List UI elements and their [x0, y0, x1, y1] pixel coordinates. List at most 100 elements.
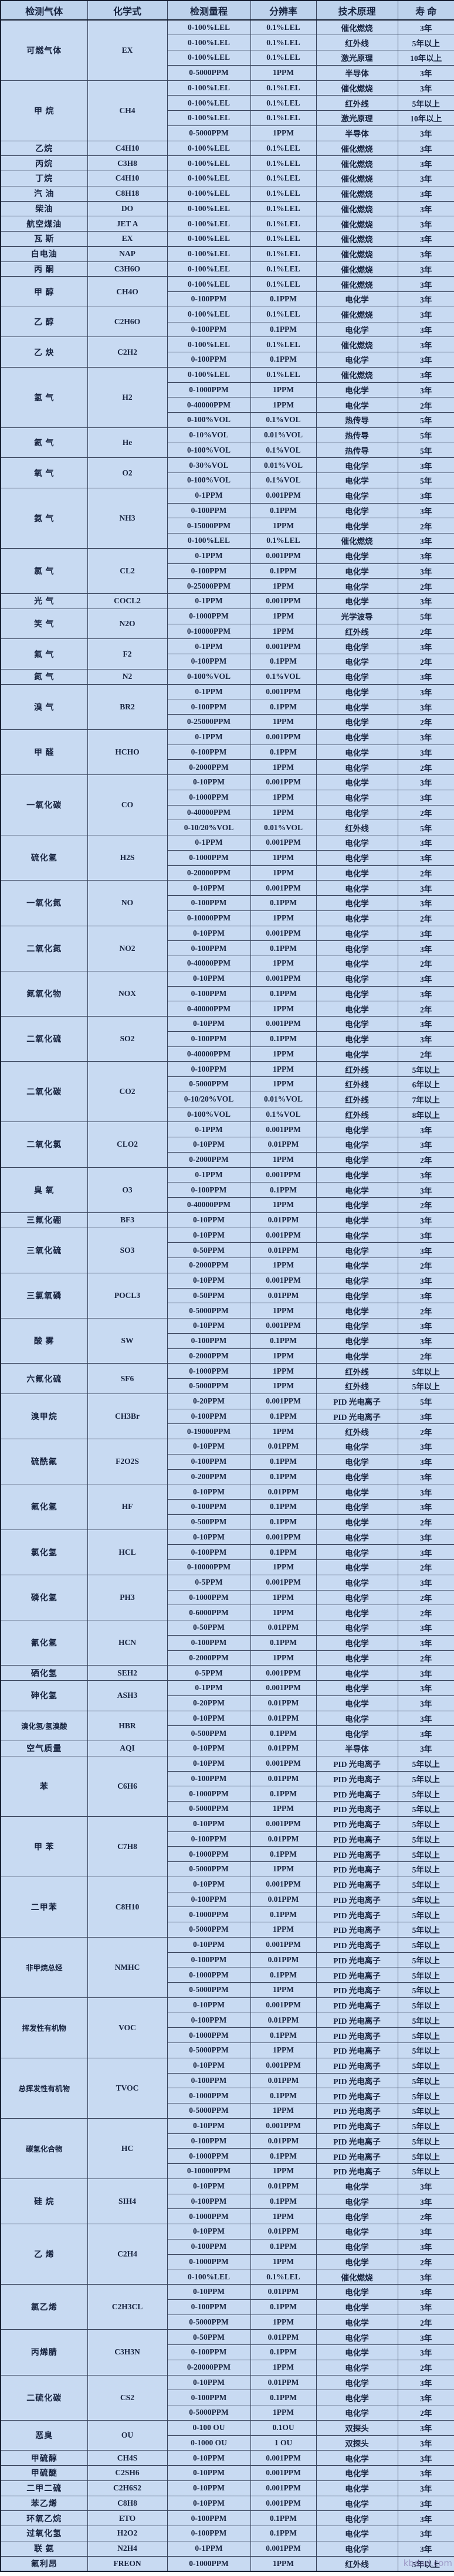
principle-cell: 电化学 — [316, 593, 398, 609]
resolution-cell: 0.01PPM — [250, 1137, 317, 1153]
principle-cell: 电化学 — [316, 2254, 398, 2270]
resolution-cell: 0.01PPM — [250, 1620, 317, 1636]
resolution-cell: 1PPM — [250, 1589, 317, 1606]
life-cell: 3年 — [397, 64, 454, 81]
formula-cell: F2O2S — [87, 1438, 168, 1485]
life-cell: 2年 — [397, 2314, 454, 2330]
life-cell: 3年 — [397, 2510, 454, 2526]
principle-cell: 催化燃烧 — [316, 276, 398, 292]
life-cell: 5年以上 — [397, 1982, 454, 1998]
formula-cell: ASH3 — [87, 1680, 168, 1711]
principle-cell: PID 光电离子 — [316, 2043, 398, 2058]
principle-cell: 电化学 — [316, 2193, 398, 2210]
range-cell: 0-5000PPM — [167, 1303, 251, 1318]
life-cell: 5年以上 — [397, 2057, 454, 2074]
principle-cell: 电化学 — [316, 1031, 398, 1047]
life-cell: 3年 — [397, 548, 454, 564]
life-cell: 3年 — [397, 306, 454, 322]
life-cell: 2年 — [397, 714, 454, 730]
range-cell: 0-10PPM — [167, 2450, 251, 2466]
principle-cell: 电化学 — [316, 548, 398, 564]
formula-cell: HCHO — [87, 729, 168, 776]
principle-cell: 电化学 — [316, 1016, 398, 1032]
life-cell: 2年 — [397, 1605, 454, 1620]
table-row: 臭 氧 O3 0-1PPM 0.001PPM 电化学 3年 — [0, 1167, 454, 1213]
life-cell: 3年 — [397, 593, 454, 609]
table-row: 硅 烷 SIH4 0-10PPM 0.01PPM 电化学 3年 — [0, 2178, 454, 2225]
table-row: 挥发性有机物 VOC 0-10PPM 0.001PPM PID 光电离子 5年以上 — [0, 1997, 454, 2058]
gas-cell: 空气质量 — [0, 1741, 88, 1756]
table-row: 0-100PPM 0.1PPM 电化学 3年 — [1, 2344, 454, 2360]
principle-cell: 催化燃烧 — [316, 155, 398, 171]
header-life: 寿 命 — [397, 0, 454, 21]
range-cell: 0-10PPM — [167, 1439, 251, 1454]
header-range: 检测量程 — [167, 0, 251, 21]
table-row: 乙 炔 C2H2 0-100%LEL 0.1%LEL 催化燃烧 3年 — [0, 337, 454, 368]
principle-cell: 激光原理 — [316, 50, 398, 66]
principle-cell: 电化学 — [316, 352, 398, 368]
range-cell: 0-100PPM — [167, 985, 251, 1002]
life-cell: 3年 — [397, 1167, 454, 1183]
gas-cell: 砷化氢 — [0, 1680, 88, 1711]
principle-cell: PID 光电离子 — [316, 2088, 398, 2103]
life-cell: 5年以上 — [397, 2555, 454, 2572]
principle-cell: 电化学 — [316, 1469, 398, 1485]
resolution-cell: 0.1%LEL — [250, 50, 317, 66]
resolution-cell: 0.1%LEL — [250, 110, 317, 126]
life-cell: 5年以上 — [397, 1378, 454, 1394]
formula-cell: C6H6 — [87, 1755, 168, 1817]
gas-cell: 甲 醇 — [0, 276, 88, 307]
table-row: 0-50PPM 0.01PPM 电化学 3年 — [1, 1287, 454, 1304]
principle-cell: 电化学 — [316, 714, 398, 730]
resolution-cell: 1PPM — [250, 382, 317, 398]
resolution-cell: 0.01PPM — [250, 1770, 317, 1787]
resolution-cell: 0.1OU — [250, 2419, 317, 2436]
formula-cell: NO — [87, 880, 168, 926]
range-cell: 0-100PPM — [167, 895, 251, 911]
resolution-cell: 0.001PPM — [250, 1816, 317, 1832]
gas-cell: 一氧化碳 — [0, 774, 88, 835]
resolution-cell: 0.1%VOL — [250, 473, 317, 488]
life-cell: 5年以上 — [397, 2043, 454, 2058]
range-cell: 0-100%LEL — [167, 140, 251, 157]
resolution-cell: 1PPM — [250, 1605, 317, 1620]
life-cell: 2年 — [397, 1589, 454, 1606]
formula-cell: O2 — [87, 457, 168, 488]
gas-cell: 二氧化氮 — [0, 925, 88, 971]
resolution-cell: 0.001PPM — [250, 487, 317, 504]
life-cell: 3年 — [397, 321, 454, 338]
range-cell: 0-2000PPM — [167, 1151, 251, 1168]
gas-cell: 乙 烯 — [0, 2224, 88, 2285]
life-cell: 3年 — [397, 744, 454, 760]
table-row: 0-1000PPM 1PPM 电化学 3年 — [1, 789, 454, 806]
resolution-cell: 0.1PPM — [250, 985, 317, 1002]
table-row: 0-100PPM 0.1PPM 电化学 3年 — [1, 563, 454, 579]
formula-cell: CO2 — [87, 1061, 168, 1123]
principle-cell: 电化学 — [316, 457, 398, 473]
table-row: 硒化氢 SEH2 0-5PPM 0.001PPM 电化学 3年 — [0, 1665, 454, 1681]
range-cell: 0-5PPM — [167, 1665, 251, 1681]
life-cell: 3年 — [397, 684, 454, 700]
table-row: 过氧化氢 H2O2 0-100PPM 0.1PPM 电化学 3年 — [0, 2526, 454, 2541]
principle-cell: 电化学 — [316, 1303, 398, 1318]
life-cell: 5年以上 — [397, 2133, 454, 2149]
life-cell: 3年 — [397, 382, 454, 398]
table-row: 环氧乙烷 ETO 0-100PPM 0.1PPM 电化学 3年 — [0, 2510, 454, 2526]
table-row: 甲硫醇 CH4S 0-10PPM 0.001PPM 电化学 3年 — [0, 2450, 454, 2466]
principle-cell: 电化学 — [316, 668, 398, 685]
resolution-cell: 0.1PPM — [250, 1514, 317, 1530]
resolution-cell: 0.1PPM — [250, 1408, 317, 1425]
range-cell: 0-100PPM — [167, 2238, 251, 2255]
formula-cell: C2H6O — [87, 306, 168, 338]
principle-cell: 红外线 — [316, 1076, 398, 1092]
gas-cell: 挥发性有机物 — [0, 1997, 88, 2058]
life-cell: 3年 — [397, 1137, 454, 1153]
life-cell: 5年以上 — [397, 1861, 454, 1877]
range-cell: 0-5000PPM — [167, 2103, 251, 2119]
resolution-cell: 0.1PPM — [250, 2299, 317, 2315]
range-cell: 0-10PPM — [167, 2465, 251, 2481]
life-cell: 2年 — [397, 1197, 454, 1213]
resolution-cell: 0.1PPM — [250, 321, 317, 338]
principle-cell: 红外线 — [316, 2555, 398, 2572]
table-row: 0-100PPM 0.1PPM 电化学 2年 — [1, 654, 454, 670]
